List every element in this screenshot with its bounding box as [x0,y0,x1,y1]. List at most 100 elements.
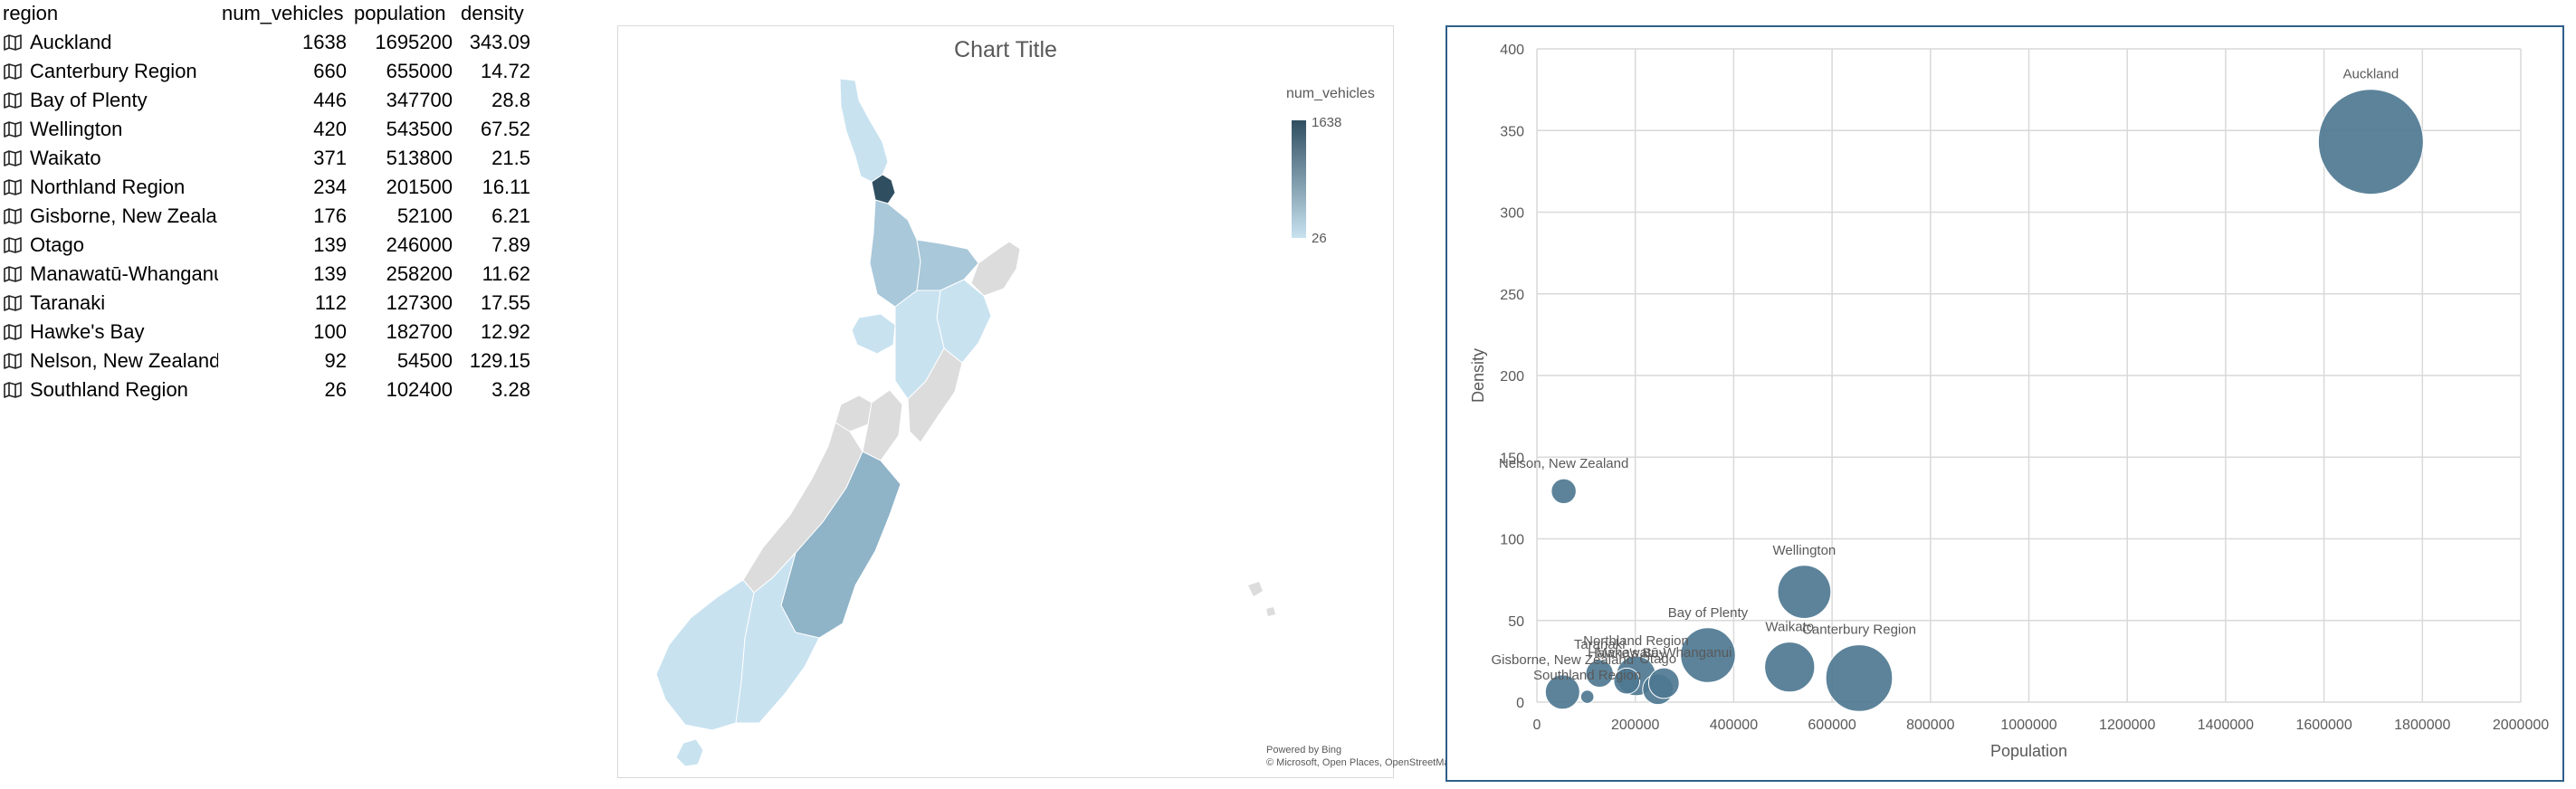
cell-population[interactable]: 513800 [386,147,453,169]
cell-region[interactable]: Taranaki [30,291,106,314]
bubble-chart-svg[interactable]: 0 200000 400000 600000 800000 1000000 1200000 1… [1447,27,2566,784]
bubble-point[interactable] [1579,689,1595,704]
cell-population[interactable]: 1695200 [375,31,453,53]
cell-num-vehicles[interactable]: 100 [313,320,347,343]
bubble-data-label: Wellington [1773,543,1837,558]
cell-density[interactable]: 3.28 [491,378,530,401]
header-num-vehicles[interactable]: num_vehicles [222,2,344,24]
cell-population[interactable]: 258200 [386,262,453,285]
header-population[interactable]: population [354,2,446,24]
table-row[interactable]: Canterbury Region 660 655000 14.72 [0,57,543,86]
header-region[interactable]: region [3,2,59,24]
x-tick-label: 1800000 [2394,718,2450,733]
cell-num-vehicles[interactable]: 112 [314,291,347,314]
region-taranaki[interactable] [851,313,896,355]
cell-num-vehicles[interactable]: 139 [313,233,347,256]
cell-density[interactable]: 6.21 [491,204,530,227]
bubble-point[interactable] [1777,565,1832,619]
table-row[interactable]: Nelson, New Zealand 92 54500 129.15 [0,347,543,375]
x-tick-label: 1600000 [2295,718,2352,733]
cell-population[interactable]: 102400 [386,378,453,401]
bubble-point[interactable] [1550,478,1577,505]
cell-region[interactable]: Northland Region [30,176,186,198]
table-row[interactable]: Taranaki 112 127300 17.55 [0,289,543,318]
cell-density[interactable]: 11.62 [482,262,530,285]
cell-population[interactable]: 201500 [386,176,453,198]
bubble-point[interactable] [1647,667,1680,699]
cell-num-vehicles[interactable]: 660 [313,60,347,82]
region-gisborne[interactable] [970,241,1021,297]
table-row[interactable]: Northland Region 234 201500 16.11 [0,173,543,202]
table-row[interactable]: Otago 139 246000 7.89 [0,231,543,260]
cell-num-vehicles[interactable]: 176 [313,204,347,227]
cell-num-vehicles[interactable]: 371 [313,147,347,169]
bubble-point[interactable] [1825,644,1894,712]
region-bay-of-plenty[interactable] [916,239,979,291]
cell-density[interactable]: 67.52 [480,118,530,140]
cell-region[interactable]: Gisborne, New Zealand [30,204,218,227]
table-row[interactable]: Manawatū-Whanganui 139 258200 11.62 [0,260,543,289]
cell-num-vehicles[interactable]: 92 [324,349,347,372]
cell-region[interactable]: Nelson, New Zealand [30,349,218,372]
cell-region[interactable]: Wellington [30,118,123,140]
cell-density[interactable]: 17.55 [480,291,530,314]
bubble-point[interactable] [1585,659,1614,688]
stewart-island[interactable] [675,738,704,767]
cell-region[interactable]: Hawke's Bay [30,320,145,343]
cell-population[interactable]: 347700 [386,89,453,111]
cell-region[interactable]: Auckland [30,31,112,53]
cell-population[interactable]: 182700 [386,320,453,343]
bubble-point[interactable] [2317,89,2424,195]
table-row[interactable]: Gisborne, New Zealand 176 52100 6.21 [0,202,543,231]
cell-num-vehicles[interactable]: 446 [313,89,347,111]
region-canterbury[interactable] [780,451,902,639]
header-density[interactable]: density [461,2,524,24]
cell-density[interactable]: 28.8 [491,89,530,111]
cell-density[interactable]: 129.15 [469,349,530,372]
region-northland[interactable] [839,78,889,183]
region-auckland[interactable] [871,174,896,204]
cell-region[interactable]: Southland Region [30,378,188,401]
bubble-point[interactable] [1680,627,1736,683]
cell-region[interactable]: Bay of Plenty [30,89,148,111]
cell-region[interactable]: Manawatū-Whanganui [30,262,218,285]
table-row[interactable]: Southland Region 26 102400 3.28 [0,375,543,404]
cell-population[interactable]: 246000 [386,233,453,256]
cell-density[interactable]: 21.5 [491,147,530,169]
region-waikato[interactable] [869,199,921,308]
region-wellington[interactable] [907,347,963,443]
cell-region[interactable]: Canterbury Region [30,60,197,82]
cell-num-vehicles[interactable]: 420 [313,118,347,140]
map-chart-title[interactable]: Chart Title [954,37,1057,62]
cell-region[interactable]: Waikato [30,147,101,169]
table-row[interactable]: Wellington 420 543500 67.52 [0,115,543,144]
map-chart[interactable]: Chart Title num_vehicles 1638 26 Powered… [617,25,1455,779]
cell-population[interactable]: 127300 [386,291,453,314]
cell-population[interactable]: 543500 [386,118,453,140]
cell-density[interactable]: 343.09 [469,31,530,53]
table-row[interactable]: Hawke's Bay 100 182700 12.92 [0,318,543,347]
new-zealand-map[interactable] [618,26,1395,779]
cell-density[interactable]: 7.89 [491,233,530,256]
bubble-point[interactable] [1764,642,1816,693]
cell-density[interactable]: 14.72 [480,60,530,82]
cell-population[interactable]: 52100 [396,204,453,227]
cell-population[interactable]: 54500 [396,349,453,372]
bubble-point[interactable] [1613,667,1641,695]
cell-region[interactable]: Otago [30,233,84,256]
cell-num-vehicles[interactable]: 234 [313,176,347,198]
chart-bubbles[interactable] [1544,89,2424,712]
cell-num-vehicles[interactable]: 139 [313,262,347,285]
bubble-point[interactable] [1544,674,1580,710]
table-row[interactable]: Bay of Plenty 446 347700 28.8 [0,86,543,115]
cell-population[interactable]: 655000 [386,60,453,82]
bubble-chart[interactable]: 0 200000 400000 600000 800000 1000000 1200000 1… [1445,25,2564,782]
region-southland[interactable] [655,579,755,731]
cell-num-vehicles[interactable]: 1638 [302,31,347,53]
table-row[interactable]: Waikato 371 513800 21.5 [0,144,543,173]
region-marlborough[interactable] [862,389,903,461]
cell-density[interactable]: 12.92 [480,320,530,343]
table-row[interactable]: Auckland 1638 1695200 343.09 [0,28,543,57]
cell-density[interactable]: 16.11 [482,176,530,198]
cell-num-vehicles[interactable]: 26 [324,378,347,401]
